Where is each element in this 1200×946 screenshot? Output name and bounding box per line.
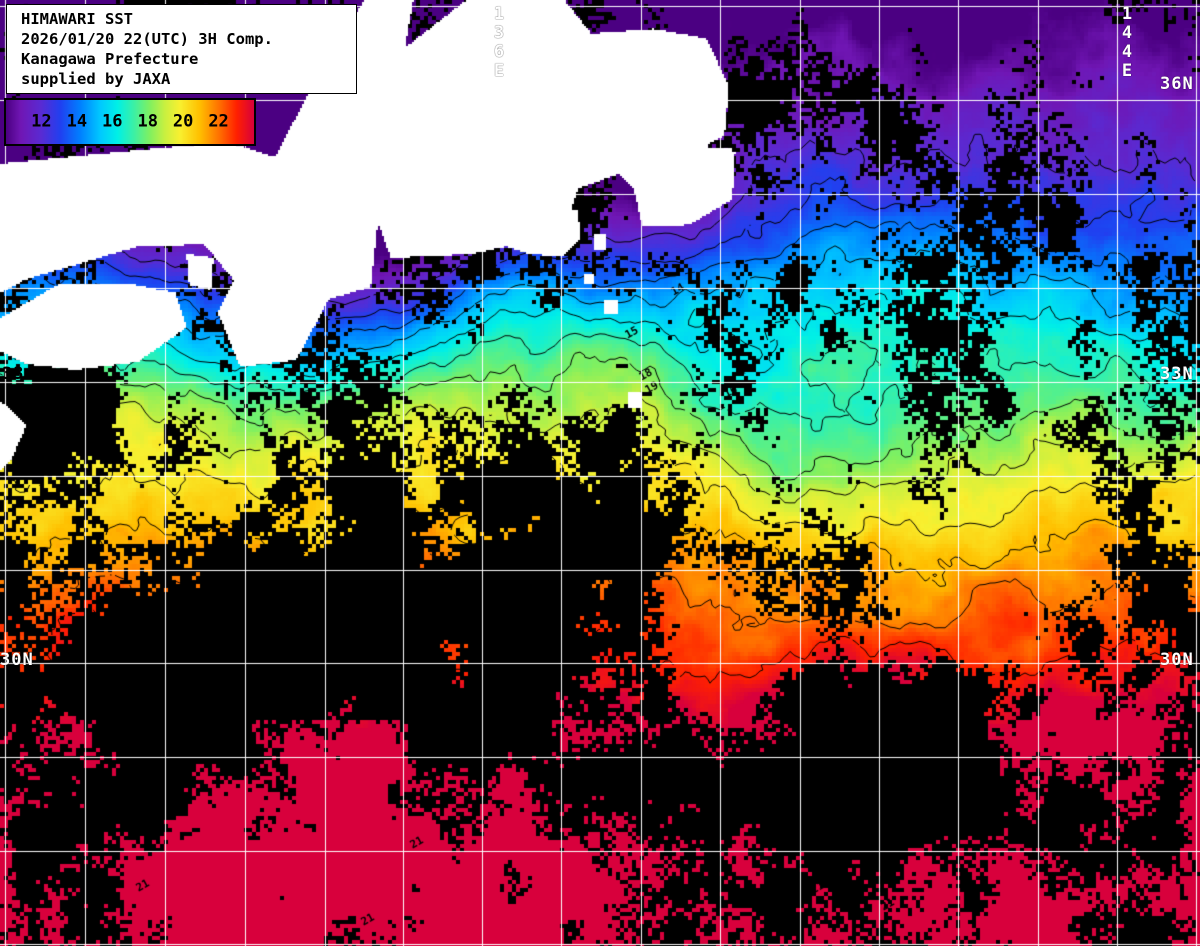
title-line-datetime: 2026/01/20 22(UTC) 3H Comp. <box>21 30 273 48</box>
title-line-source: supplied by JAXA <box>21 70 171 88</box>
map-title-box: HIMAWARI SST 2026/01/20 22(UTC) 3H Comp.… <box>6 4 357 94</box>
axis-tick-label-30n: 30N <box>0 650 34 670</box>
axis-tick-label-36n: 36N <box>1160 74 1194 94</box>
colorbar-gradient <box>6 100 254 144</box>
colorbar-tick-12: 12 <box>31 111 52 132</box>
axis-tick-label-30n: 30N <box>1160 650 1194 670</box>
colorbar-tick-16: 16 <box>102 111 123 132</box>
axis-tick-label-33n: 33N <box>1160 364 1194 384</box>
title-line-region: Kanagawa Prefecture <box>21 50 199 68</box>
colorbar-tick-22: 22 <box>208 111 229 132</box>
axis-tick-label-136e: 136E <box>489 4 509 80</box>
title-line-product: HIMAWARI SST <box>21 10 133 28</box>
sst-colorbar: 12 14 16 18 20 22 <box>4 98 256 146</box>
colorbar-tick-20: 20 <box>172 111 194 132</box>
axis-tick-label-144e: 144E <box>1117 4 1137 80</box>
colorbar-tick-14: 14 <box>66 111 88 132</box>
colorbar-tick-18: 18 <box>137 111 158 132</box>
colorbar-tick-labels: 12 14 16 18 20 22 <box>6 100 254 144</box>
axis-tick-label-33: 33 <box>2 364 25 384</box>
